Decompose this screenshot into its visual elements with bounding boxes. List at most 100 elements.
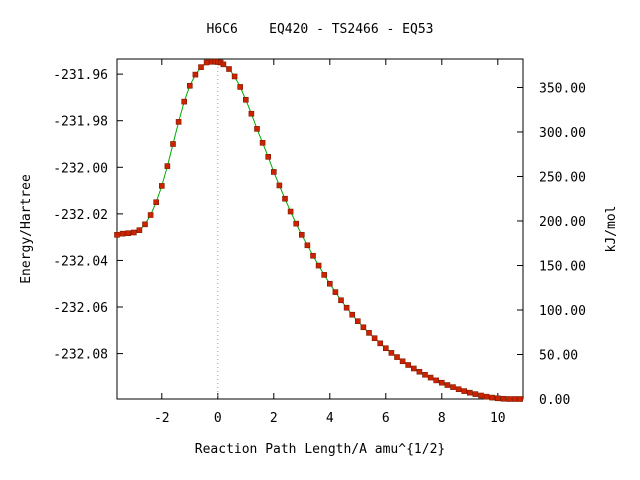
data-point (332, 289, 339, 295)
data-point (321, 272, 328, 278)
data-point (354, 318, 361, 325)
data-point (181, 98, 187, 105)
data-point (114, 232, 120, 238)
data-point (237, 84, 243, 90)
x-tick-label: 2 (270, 411, 278, 426)
y2-tick-label: 0.00 (539, 393, 570, 408)
data-point (343, 304, 350, 311)
chart-title: H6C6 EQ420 - TS2466 - EQ53 (207, 22, 434, 37)
data-point (472, 391, 479, 397)
y-tick-label: -231.96 (53, 68, 108, 83)
y2-tick-label: 300.00 (539, 126, 586, 141)
x-tick-label: -2 (154, 411, 170, 426)
data-point (119, 230, 126, 237)
data-point (310, 252, 316, 259)
y2-tick-label: 250.00 (539, 170, 586, 185)
data-point (265, 154, 272, 160)
data-point (243, 96, 249, 103)
data-point (136, 227, 143, 233)
data-point (461, 388, 468, 394)
data-point (494, 395, 501, 402)
data-point (159, 183, 165, 189)
data-point (287, 208, 294, 215)
data-point (360, 324, 367, 331)
data-point (388, 350, 395, 356)
data-point (371, 335, 378, 342)
data-point (349, 311, 356, 318)
data-point (394, 354, 400, 360)
data-point (304, 242, 311, 249)
data-point (511, 396, 518, 402)
x-tick-label: 0 (214, 411, 222, 426)
y2-tick-label: 150.00 (539, 259, 586, 274)
data-point (478, 392, 484, 399)
data-point (293, 220, 300, 227)
y-axis-ticks: -231.96 -231.98 -232.00 -232.02 -232.04 -232.… (53, 68, 123, 363)
data-point (377, 340, 384, 347)
data-point (416, 368, 423, 375)
y2-tick-label: 200.00 (539, 215, 586, 230)
data-point (438, 379, 445, 386)
data-point (125, 230, 131, 236)
data-point (450, 384, 456, 390)
data-point (175, 119, 182, 125)
data-point (405, 362, 412, 368)
data-point (142, 221, 148, 228)
series-line-group (116, 61, 521, 400)
data-point (187, 82, 193, 89)
data-point (483, 393, 490, 400)
data-point (248, 110, 255, 117)
series-line (116, 61, 521, 400)
data-point (203, 59, 210, 66)
data-point (315, 262, 322, 269)
plot-border (116, 58, 524, 400)
data-point (226, 66, 232, 72)
series-points-group (114, 58, 524, 402)
data-point (506, 396, 512, 402)
data-point (455, 386, 462, 393)
y-tick-label: -232.02 (53, 208, 108, 223)
x-tick-label: 4 (326, 411, 334, 426)
data-point (170, 141, 176, 147)
data-point (399, 358, 406, 365)
y-tick-label: -231.98 (53, 115, 108, 130)
data-point (164, 163, 171, 169)
data-point (338, 297, 344, 304)
y-axis-title: Energy/Hartree (19, 174, 34, 284)
data-point (433, 377, 440, 384)
y-tick-label: -232.06 (53, 301, 108, 316)
data-point (220, 61, 227, 68)
data-point (500, 395, 507, 402)
y-tick-label: -232.08 (53, 348, 108, 363)
y2-tick-label: 100.00 (539, 304, 586, 319)
y2-tick-label: 350.00 (539, 81, 586, 96)
data-point (326, 280, 333, 287)
x-tick-label: 8 (438, 411, 446, 426)
x-axis-ticks: -2 0 2 4 6 8 10 (154, 59, 506, 426)
data-point (259, 140, 266, 146)
plot-frame (116, 58, 524, 400)
data-point (192, 71, 199, 78)
data-point (427, 374, 434, 381)
data-point (517, 396, 524, 402)
y2-axis-ticks: 350.00 300.00 250.00 200.00 150.00 100.00 50.0… (517, 81, 586, 408)
data-point (444, 382, 451, 388)
data-point (270, 169, 277, 175)
data-point (131, 229, 137, 236)
y-tick-label: -232.00 (53, 161, 108, 176)
x-tick-label: 10 (490, 411, 506, 426)
x-tick-label: 6 (382, 411, 390, 426)
data-point (231, 73, 238, 80)
data-point (254, 126, 260, 132)
data-point (422, 371, 428, 378)
y-tick-label: -232.04 (53, 254, 108, 269)
data-point (489, 394, 496, 401)
data-point (153, 199, 159, 206)
y2-tick-label: 50.00 (539, 348, 578, 363)
data-point (282, 195, 288, 202)
data-point (298, 232, 305, 238)
data-point (276, 182, 283, 189)
data-point (410, 365, 417, 372)
y2-axis-title: kJ/mol (604, 206, 619, 253)
